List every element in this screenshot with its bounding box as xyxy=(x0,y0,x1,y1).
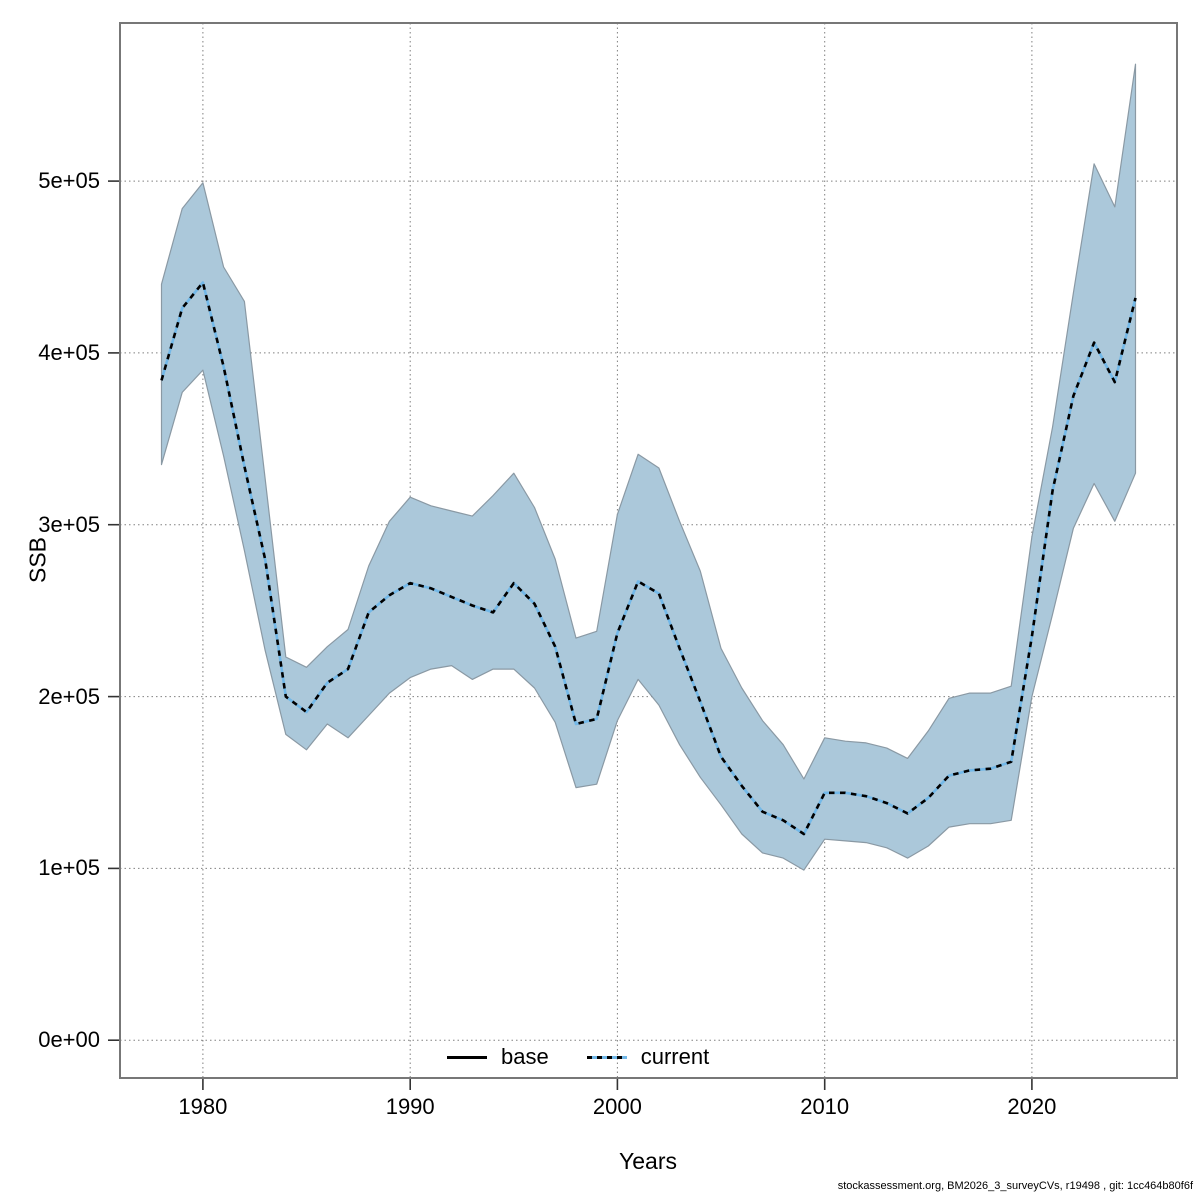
plot-border xyxy=(119,22,1178,1079)
confidence-band xyxy=(160,63,1137,871)
legend-label-base: base xyxy=(501,1044,549,1069)
legend-item-current: current xyxy=(586,1044,710,1070)
x-tick-label: 2000 xyxy=(592,1094,642,1119)
legend-line-base-icon xyxy=(447,1055,487,1059)
y-tick-label: 0e+00 xyxy=(38,1027,100,1053)
y-tick-label: 5e+05 xyxy=(38,168,100,194)
y-axis-title: SSB xyxy=(24,536,51,584)
current-line xyxy=(160,281,1137,836)
x-axis-title: Years xyxy=(619,1148,677,1174)
legend-label-current: current xyxy=(640,1044,710,1069)
x-tick-label: 1980 xyxy=(178,1094,228,1119)
legend-item-base: base xyxy=(447,1044,549,1070)
legend: base current xyxy=(447,1042,709,1072)
y-tick-label: 1e+05 xyxy=(38,855,100,881)
footer-caption: stockassessment.org, BM2026_3_surveyCVs,… xyxy=(837,1180,1193,1192)
x-tick-label: 2010 xyxy=(800,1094,850,1119)
legend-line-current-icon xyxy=(586,1055,627,1059)
y-tick-label: 4e+05 xyxy=(38,339,100,365)
x-tick-label: 1990 xyxy=(385,1094,435,1119)
x-tick-label: 2020 xyxy=(1007,1094,1057,1119)
y-tick-label: 3e+05 xyxy=(38,511,100,537)
axis-ticks xyxy=(108,180,1033,1090)
y-tick-label: 2e+05 xyxy=(38,683,100,709)
